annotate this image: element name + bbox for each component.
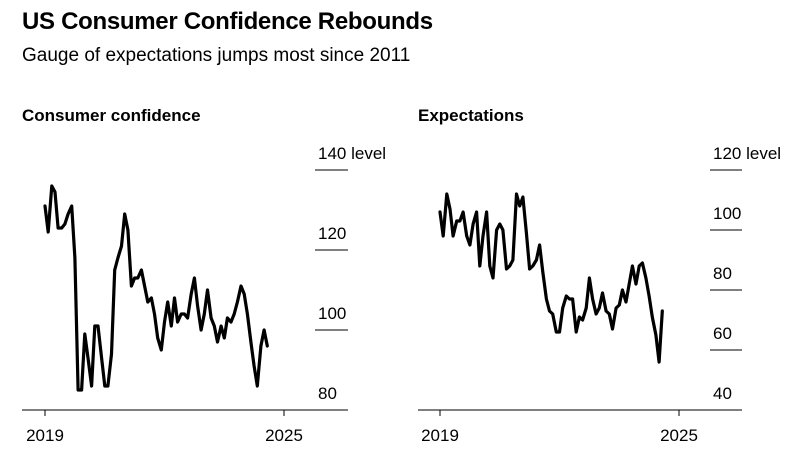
- consumer-confidence-y-tick-label-80: 80: [318, 384, 337, 403]
- consumer-confidence-series-line-0: [43, 184, 269, 392]
- consumer-confidence-y-tick-label-100: 100: [318, 304, 346, 323]
- consumer-confidence-y-tick-label-120: 120: [318, 224, 346, 243]
- expectations-y-tick-label-120: 120 level: [713, 144, 781, 163]
- consumer-confidence-x-tick-label-2019: 2019: [26, 426, 64, 445]
- panel-title-consumer-confidence: Consumer confidence: [22, 106, 201, 125]
- chart-title: US Consumer Confidence Rebounds: [22, 8, 433, 35]
- panel-title-expectations: Expectations: [418, 106, 524, 125]
- consumer-confidence-x-tick-label-2025: 2025: [265, 426, 303, 445]
- expectations-x-tick-label-2025: 2025: [660, 426, 698, 445]
- expectations-y-tick-label-60: 60: [713, 324, 732, 343]
- expectations-x-tick-label-2019: 2019: [421, 426, 459, 445]
- consumer-confidence-y-tick-label-140: 140 level: [318, 144, 386, 163]
- expectations-y-tick-label-100: 100: [713, 204, 741, 223]
- chart-subtitle: Gauge of expectations jumps most since 2…: [22, 45, 411, 66]
- expectations-y-tick-label-40: 40: [713, 384, 732, 403]
- expectations-y-tick-label-80: 80: [713, 264, 732, 283]
- expectations-series-line-0: [438, 192, 664, 364]
